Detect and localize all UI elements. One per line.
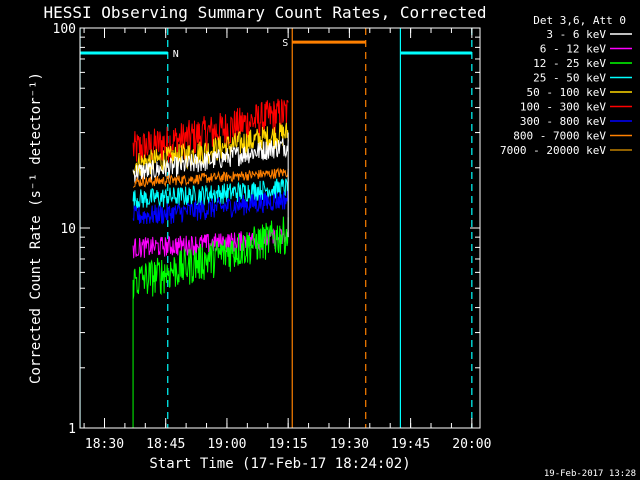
series-line	[132, 138, 289, 183]
series-line	[132, 216, 289, 300]
series-line	[132, 167, 289, 188]
legend-entry-label: 3 - 6 keV	[546, 28, 606, 41]
series-group	[132, 98, 289, 428]
legend-entry-label: 800 - 7000 keV	[513, 130, 606, 143]
legend-entry-label: 6 - 12 keV	[540, 43, 607, 56]
x-tick-label: 18:30	[85, 437, 124, 452]
y-tick-label: 100	[53, 22, 76, 37]
footer-date: 19-Feb-2017 13:28	[544, 469, 636, 479]
y-axis-label: Corrected Count Rate (s⁻¹ detector⁻¹)	[28, 72, 44, 384]
chart-title: HESSI Observing Summary Count Rates, Cor…	[43, 3, 486, 22]
legend-title: Det 3,6, Att 0	[533, 14, 626, 27]
legend-entry-label: 12 - 25 keV	[533, 57, 606, 70]
series-line	[132, 98, 289, 164]
marker-label: S	[282, 38, 288, 49]
legend-entry-label: 7000 - 20000 keV	[500, 144, 606, 157]
x-axis: 18:30 18:45 19:00 19:15 19:30 19:45 20:00	[83, 28, 491, 452]
legend-entry-label: 25 - 50 keV	[533, 72, 606, 85]
x-tick-label: 20:00	[452, 437, 491, 452]
y-tick-label: 10	[60, 222, 76, 237]
marker-label: N	[173, 49, 179, 60]
x-tick-label: 18:45	[146, 437, 185, 452]
time-markers: NS	[80, 28, 473, 428]
y-axis: 1 10 100	[53, 22, 480, 437]
series-line	[132, 177, 289, 210]
x-axis-label: Start Time (17-Feb-17 18:24:02)	[149, 456, 410, 472]
x-tick-label: 19:00	[207, 437, 246, 452]
legend-entry-label: 50 - 100 keV	[527, 86, 607, 99]
series-line	[132, 122, 289, 176]
series-line	[132, 190, 289, 225]
x-tick-label: 19:15	[269, 437, 308, 452]
y-tick-label: 1	[68, 422, 76, 437]
x-tick-label: 19:45	[391, 437, 430, 452]
x-tick-label: 19:30	[330, 437, 369, 452]
legend-entry-label: 100 - 300 keV	[520, 101, 606, 114]
legend-entry-label: 300 - 800 keV	[520, 115, 606, 128]
